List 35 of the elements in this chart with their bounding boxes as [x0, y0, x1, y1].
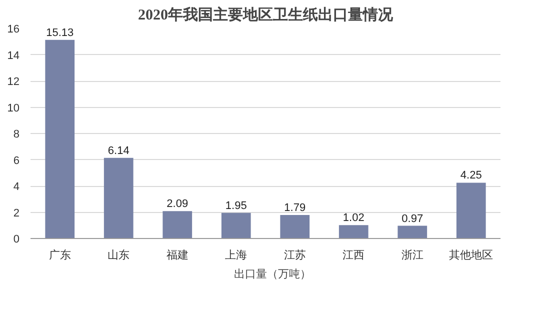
bar [104, 158, 134, 238]
x-tick-label: 江西 [342, 250, 365, 262]
bar [221, 212, 251, 238]
x-tick-label: 福建 [166, 248, 188, 262]
data-label: 2.09 [166, 198, 188, 210]
y-tick-label: 10 [7, 102, 20, 114]
data-label: 1.95 [225, 200, 247, 212]
text: 出口量（万吨） [234, 268, 311, 282]
data-label: 0.97 [402, 212, 424, 225]
chart-title: 2020年我国主要地区卫生纸出口量情况 [138, 6, 394, 24]
x-tick-label: 上海 [225, 248, 248, 262]
x-tick-label: 浙江 [401, 248, 424, 262]
y-tick-label: 6 [13, 154, 20, 167]
y-tick-label: 12 [7, 76, 20, 88]
y-tick-label: 2 [13, 207, 20, 220]
x-tick-label: 广东 [48, 248, 71, 262]
x-tick-label: 山东 [108, 248, 130, 262]
y-tick-label: 4 [13, 181, 20, 193]
y-tick-label: 14 [7, 50, 20, 62]
x-tick-label: 其他地区 [449, 248, 494, 262]
bar [456, 182, 486, 238]
bar [45, 40, 75, 238]
data-label: 1.79 [284, 202, 306, 214]
y-tick-label: 16 [7, 24, 20, 36]
bar [162, 211, 192, 238]
data-label: 6.14 [108, 144, 130, 157]
bar [280, 215, 310, 238]
data-label: 1.02 [342, 212, 364, 224]
bar [398, 226, 428, 238]
bar [338, 225, 368, 238]
data-label: 15.13 [46, 26, 74, 39]
data-label: 4.25 [460, 170, 482, 182]
y-tick-label: 8 [13, 128, 20, 140]
x-tick-label: 江苏 [284, 248, 306, 262]
y-tick-label: 0 [13, 234, 20, 246]
